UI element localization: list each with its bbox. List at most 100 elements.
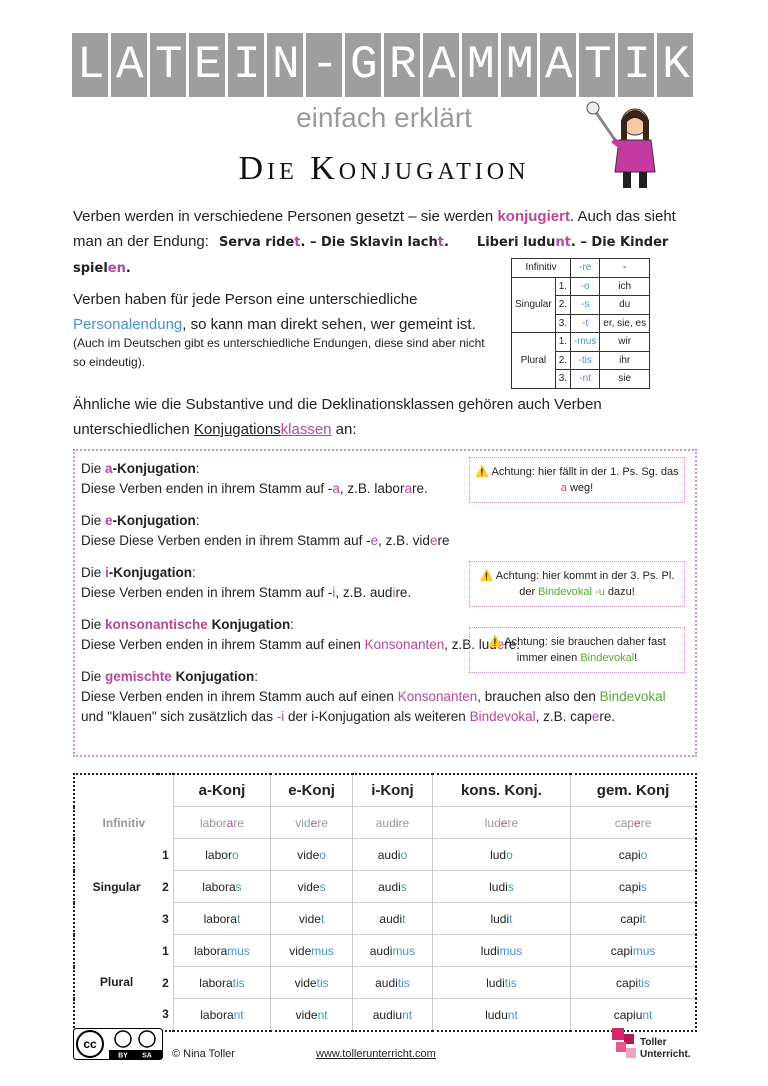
form-part: vide <box>297 879 320 894</box>
form-part: e <box>500 815 508 830</box>
text-run: e <box>370 533 379 548</box>
class-section: Die a-Konjugation: Diese Verben enden in … <box>81 457 689 503</box>
verb-form: luditis <box>431 966 572 999</box>
text-run: e <box>496 637 505 652</box>
verb-form: vides <box>270 870 354 903</box>
subtitle: einfach erklärt <box>296 102 472 133</box>
corner <box>74 774 173 807</box>
form-part: tis <box>316 975 329 990</box>
verb-form: laboro <box>172 838 272 871</box>
form-part: ludi <box>480 943 500 958</box>
class-section: Die i-Konjugation: Diese Verben enden in … <box>81 561 689 607</box>
table-row: 3 laborat videt audit ludit capit <box>74 902 697 935</box>
text-run: nt <box>555 235 571 250</box>
table-row: Singular 1. -o ich <box>511 276 651 333</box>
form-part: audiu <box>372 1007 403 1022</box>
table-row: 2. -s du <box>512 295 651 315</box>
table-row: Singular 1 laboro video audio ludo capio <box>74 838 697 894</box>
license-label: SA <box>142 1053 152 1060</box>
form-part: labora <box>199 975 233 990</box>
text-run: Konjugation <box>211 617 291 632</box>
personal-paragraph: Verben haben für jede Person eine unters… <box>73 287 498 337</box>
text-run: i <box>105 565 109 580</box>
verb-form: audimus <box>352 934 433 967</box>
form-part: tis <box>232 975 245 990</box>
form-part: a <box>226 815 234 830</box>
person: 1 <box>162 943 169 958</box>
form-part: o <box>506 847 513 862</box>
ending: -o <box>570 276 601 296</box>
german: - <box>599 258 651 278</box>
logo-text: Unterricht. <box>640 1049 691 1060</box>
class-body: Diese Verben enden in ihrem Stamm auf -i… <box>81 583 689 603</box>
form-part: tis <box>397 975 410 990</box>
text-run: Die <box>81 565 106 580</box>
text-run: re <box>437 533 450 548</box>
table-row: 2. -tis ihr <box>512 350 651 370</box>
group-label: Plural <box>99 975 134 990</box>
text-run: ⚠️ Achtung: hier kommt in der 3. Ps. Pl.… <box>479 570 675 598</box>
group-label: Singular <box>511 276 556 333</box>
form-part: t <box>402 911 406 926</box>
form-part: labora <box>200 1007 234 1022</box>
conjugation-table: a-Konj e-Konj i-Konj kons. Konj. gem. Konj In… <box>73 773 697 1032</box>
form-part: t <box>642 911 646 926</box>
form-part: vide <box>297 847 320 862</box>
heading: Die Konjugation <box>238 150 530 187</box>
verb-form: videt <box>270 902 354 935</box>
person: 1. <box>554 276 572 296</box>
text-run: Die <box>81 513 106 528</box>
verb-form: capitis <box>570 966 697 999</box>
text-run: -Konjugation <box>108 565 193 580</box>
text-run: a <box>560 482 567 494</box>
verb-form: capiunt <box>570 998 697 1032</box>
form-part: re <box>317 815 328 830</box>
person: 2 <box>162 975 169 990</box>
form-part: e <box>634 815 641 830</box>
classes-box: Die a -Konjugation: Diese Verben enden in … <box>73 449 697 757</box>
verb-form: laboramus <box>172 934 272 967</box>
form-part: mus <box>632 943 656 958</box>
form-part: nt <box>233 1007 244 1022</box>
text-run: : <box>195 461 200 476</box>
class-title: Die e-Konjugation: <box>81 511 689 531</box>
footer-url[interactable]: www.tollerunterricht.com <box>316 1048 436 1060</box>
text-run: : <box>192 565 196 580</box>
row-label: Infinitiv <box>102 815 146 830</box>
verb-form: ludunt <box>431 998 572 1032</box>
form-part: audi <box>375 975 398 990</box>
text-run: klassen <box>280 421 332 438</box>
person: 1. <box>554 332 572 352</box>
form-part: nt <box>642 1007 653 1022</box>
verb-form: audiunt <box>352 998 433 1032</box>
column-header: a-Konj <box>172 773 272 807</box>
form-part: t <box>320 911 325 926</box>
text-run: ⚠️ Achtung: hier fällt in der 1. Ps. Sg.… <box>475 466 679 478</box>
text-run: t <box>294 235 301 250</box>
text-run: : <box>290 617 295 632</box>
form-part: lud <box>484 815 501 830</box>
form-part: re <box>507 815 519 830</box>
text-run: , so kann man direkt sehen, wer gemeint … <box>182 316 476 333</box>
verb-form: laborant <box>172 998 272 1032</box>
text-run: Bindevokal <box>599 689 666 704</box>
verb-form: auditis <box>352 966 433 999</box>
form-part: audi <box>379 911 403 926</box>
text-run: e <box>429 533 438 548</box>
text-run: weg! <box>566 482 594 494</box>
license-label: cc <box>83 1037 97 1051</box>
text-run: , brauchen also den <box>477 689 600 704</box>
person: 2. <box>554 295 572 315</box>
table-row: 2 laboras vides audis ludis capis <box>74 870 697 903</box>
text-run: , z.B. vid <box>378 533 430 548</box>
text-run: Diese Diese Verben enden in ihrem Stamm … <box>81 533 371 548</box>
form-part: vide <box>298 911 321 926</box>
text-run: Konjugations <box>193 421 281 438</box>
form-part: audi <box>378 879 401 894</box>
text-run: Verben haben für jede Person eine unters… <box>73 291 418 308</box>
person: 2. <box>554 350 572 370</box>
verb-form: audit <box>352 902 433 935</box>
form-part: tis <box>504 975 517 990</box>
form-part: s <box>641 879 648 894</box>
text-run: . – Die Sklavin lach <box>300 235 438 250</box>
